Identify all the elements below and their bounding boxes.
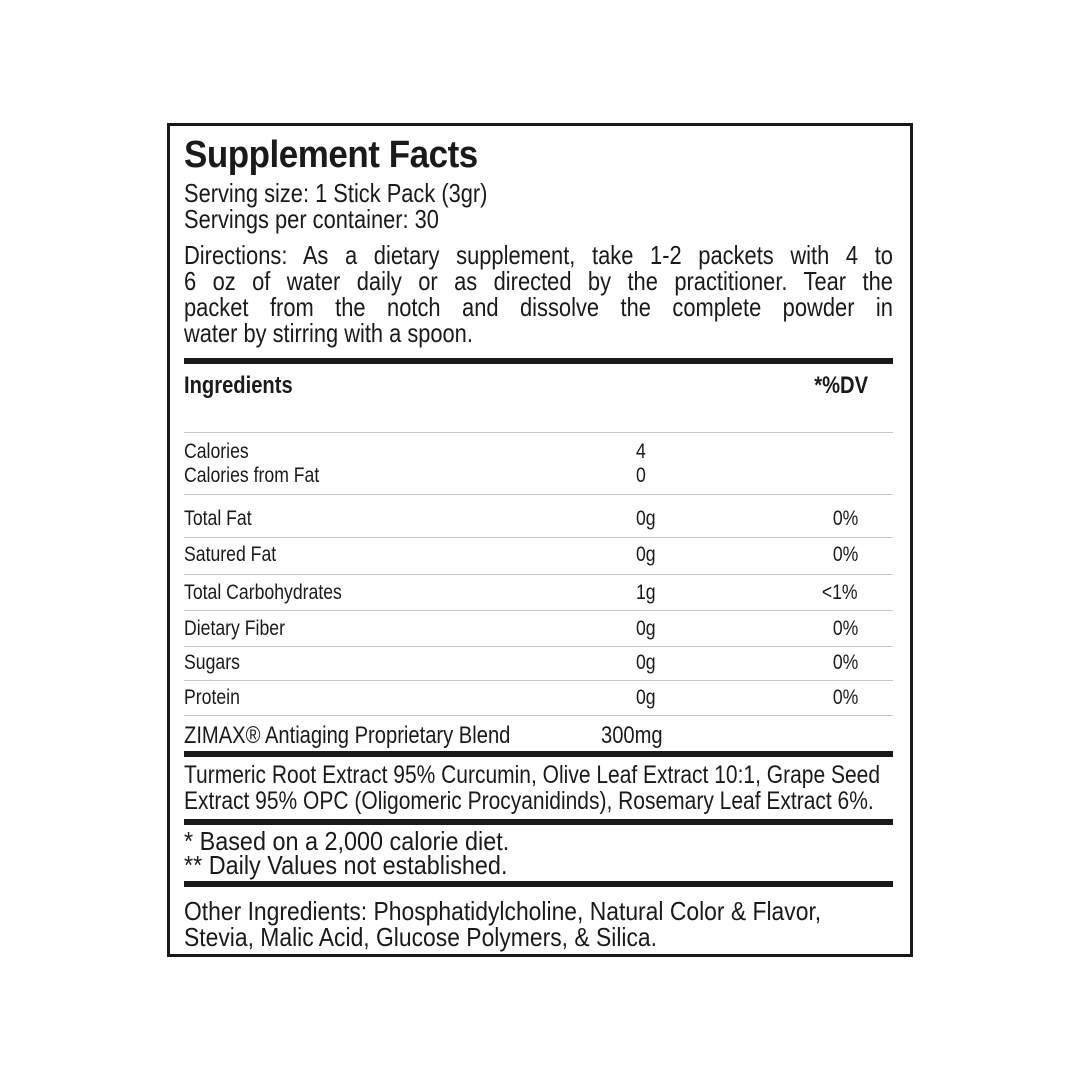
nutrient-amount: 0g (636, 507, 656, 530)
nutrient-amount: 0g (636, 651, 656, 674)
nutrient-amount: 0g (636, 543, 656, 566)
divider-thick (184, 358, 893, 364)
nutrient-amount: 0g (636, 617, 656, 640)
nutrient-label: Sugars (184, 651, 240, 674)
divider (184, 610, 893, 611)
divider-thick (184, 819, 893, 825)
divider (184, 646, 893, 647)
divider (184, 432, 893, 433)
divider (184, 494, 893, 495)
nutrient-dv: 0% (832, 651, 858, 674)
serving-size: Serving size: 1 Stick Pack (3gr) (184, 178, 488, 208)
other-ingredients-line: Other Ingredients: Phosphatidylcholine, … (184, 896, 822, 926)
divider-thick (184, 881, 893, 887)
nutrient-dv: 0% (832, 686, 858, 709)
nutrient-label: Total Carbohydrates (184, 581, 342, 604)
blend-ingredients-line: Extract 95% OPC (Oligomeric Procyanidind… (184, 787, 874, 815)
calories-amount: 4 (636, 440, 646, 463)
directions-line: water by stirring with a spoon. (184, 318, 473, 348)
divider-thick (184, 751, 893, 757)
panel-title: Supplement Facts (184, 134, 478, 176)
supplement-facts-panel (167, 123, 913, 957)
nutrient-dv: 0% (832, 507, 858, 530)
divider (184, 537, 893, 538)
ingredients-header: Ingredients (184, 372, 293, 399)
blend-ingredients-line: Turmeric Root Extract 95% Curcumin, Oliv… (184, 761, 881, 789)
nutrient-dv: 0% (832, 617, 858, 640)
directions-line: packet from the notch and dissolve the c… (184, 292, 893, 322)
blend-amount: 300mg (601, 722, 663, 749)
nutrient-dv: <1% (822, 581, 858, 604)
nutrient-label: Satured Fat (184, 543, 277, 566)
calories-label: Calories (184, 440, 249, 463)
nutrient-label: Total Fat (184, 507, 252, 530)
divider (184, 715, 893, 716)
nutrient-label: Dietary Fiber (184, 617, 285, 640)
nutrient-amount: 0g (636, 686, 656, 709)
nutrient-dv: 0% (832, 543, 858, 566)
calories-from-fat-label: Calories from Fat (184, 464, 320, 487)
directions-line: Directions: As a dietary supplement, tak… (184, 240, 893, 270)
nutrient-amount: 1g (636, 581, 656, 604)
footnote: * Based on a 2,000 calorie diet. (184, 826, 510, 856)
other-ingredients-line: Stevia, Malic Acid, Glucose Polymers, & … (184, 922, 658, 952)
divider (184, 680, 893, 681)
nutrient-label: Protein (184, 686, 240, 709)
directions-line: 6 oz of water daily or as directed by th… (184, 266, 893, 296)
dv-header: *%DV (814, 372, 868, 399)
calories-from-fat-amount: 0 (636, 464, 646, 487)
servings-per-container: Servings per container: 30 (184, 204, 439, 234)
blend-label: ZIMAX® Antiaging Proprietary Blend (184, 722, 511, 749)
footnote: ** Daily Values not established. (184, 850, 508, 880)
divider (184, 574, 893, 575)
